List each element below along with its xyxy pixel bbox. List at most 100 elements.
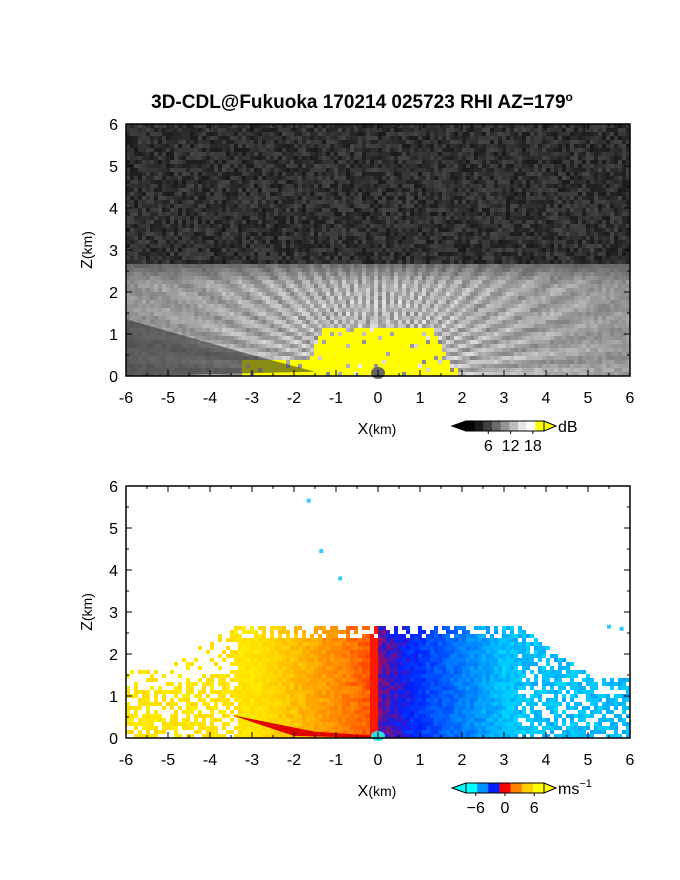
snr-cell [358, 236, 362, 240]
snr-cell [442, 172, 446, 176]
snr-cell [294, 204, 298, 208]
snr-cell [226, 164, 230, 168]
snr-cell [586, 204, 590, 208]
snr-cell [190, 204, 194, 208]
snr-cell [422, 136, 426, 140]
snr-cell [530, 272, 534, 276]
snr-cell [242, 260, 246, 264]
snr-cell [558, 228, 562, 232]
snr-cell [490, 144, 494, 148]
snr-cell [610, 156, 614, 160]
snr-cell [218, 136, 222, 140]
snr-cell [162, 156, 166, 160]
snr-cell [610, 220, 614, 224]
snr-cell [250, 268, 254, 272]
snr-cell [210, 128, 214, 132]
snr-cell [406, 276, 410, 280]
snr-cell [330, 224, 334, 228]
snr-cell [346, 168, 350, 172]
snr-cell [414, 244, 418, 248]
snr-cell [454, 200, 458, 204]
snr-cell [526, 276, 530, 280]
snr-cell [410, 156, 414, 160]
snr-cell [490, 212, 494, 216]
snr-cell [558, 164, 562, 168]
snr-cell [390, 236, 394, 240]
snr-cell [386, 268, 390, 272]
snr-cell [126, 208, 130, 212]
snr-cell [498, 132, 502, 136]
snr-cell [522, 252, 526, 256]
snr-cell [478, 132, 482, 136]
snr-cell [590, 156, 594, 160]
snr-cell [238, 208, 242, 212]
snr-cell [466, 248, 470, 252]
snr-cell [174, 268, 178, 272]
snr-cell [146, 204, 150, 208]
snr-cell [322, 176, 326, 180]
snr-cell [482, 236, 486, 240]
snr-cell [614, 168, 618, 172]
snr-cell [538, 196, 542, 200]
snr-cell [354, 272, 358, 276]
snr-cell [386, 232, 390, 236]
snr-cell [486, 228, 490, 232]
snr-cell [194, 244, 198, 248]
snr-cell [414, 260, 418, 264]
snr-cell [354, 196, 358, 200]
snr-cell [554, 172, 558, 176]
snr-cell [442, 260, 446, 264]
snr-cell [270, 140, 274, 144]
snr-cell [430, 204, 434, 208]
snr-cell [146, 268, 150, 272]
snr-cell [406, 232, 410, 236]
snr-cell [486, 252, 490, 256]
snr-cell [238, 212, 242, 216]
snr-cell [126, 200, 130, 204]
snr-cell [562, 128, 566, 132]
snr-cell [310, 136, 314, 140]
snr-cell [358, 204, 362, 208]
snr-cell [354, 200, 358, 204]
snr-cell [486, 132, 490, 136]
snr-cell [606, 252, 610, 256]
snr-cell [538, 204, 542, 208]
snr-cell [246, 168, 250, 172]
snr-cell [430, 196, 434, 200]
snr-cell [370, 136, 374, 140]
snr-cell [482, 144, 486, 148]
snr-cell [150, 236, 154, 240]
snr-cell [190, 184, 194, 188]
snr-cell [174, 236, 178, 240]
snr-cell [446, 164, 450, 168]
snr-cell [434, 128, 438, 132]
snr-cell [250, 144, 254, 148]
snr-cell [394, 172, 398, 176]
snr-cell [578, 144, 582, 148]
snr-cell [182, 132, 186, 136]
snr-cell [598, 244, 602, 248]
snr-cell [574, 244, 578, 248]
snr-cell [542, 140, 546, 144]
snr-cell [478, 168, 482, 172]
snr-cell [278, 188, 282, 192]
snr-cell [382, 228, 386, 232]
snr-cell [454, 124, 458, 128]
snr-cell [126, 128, 130, 132]
snr-cell [394, 224, 398, 228]
snr-cell [226, 248, 230, 252]
snr-cell [354, 232, 358, 236]
snr-cell [602, 196, 606, 200]
snr-cell [266, 128, 270, 132]
snr-cell [614, 136, 618, 140]
snr-cell [258, 228, 262, 232]
snr-cell [558, 276, 562, 280]
snr-cell [182, 268, 186, 272]
snr-cell [478, 240, 482, 244]
snr-cell [314, 144, 318, 148]
snr-cell [162, 128, 166, 132]
snr-cell [198, 136, 202, 140]
snr-cell [342, 160, 346, 164]
snr-cell [442, 164, 446, 168]
snr-cell [154, 264, 158, 268]
